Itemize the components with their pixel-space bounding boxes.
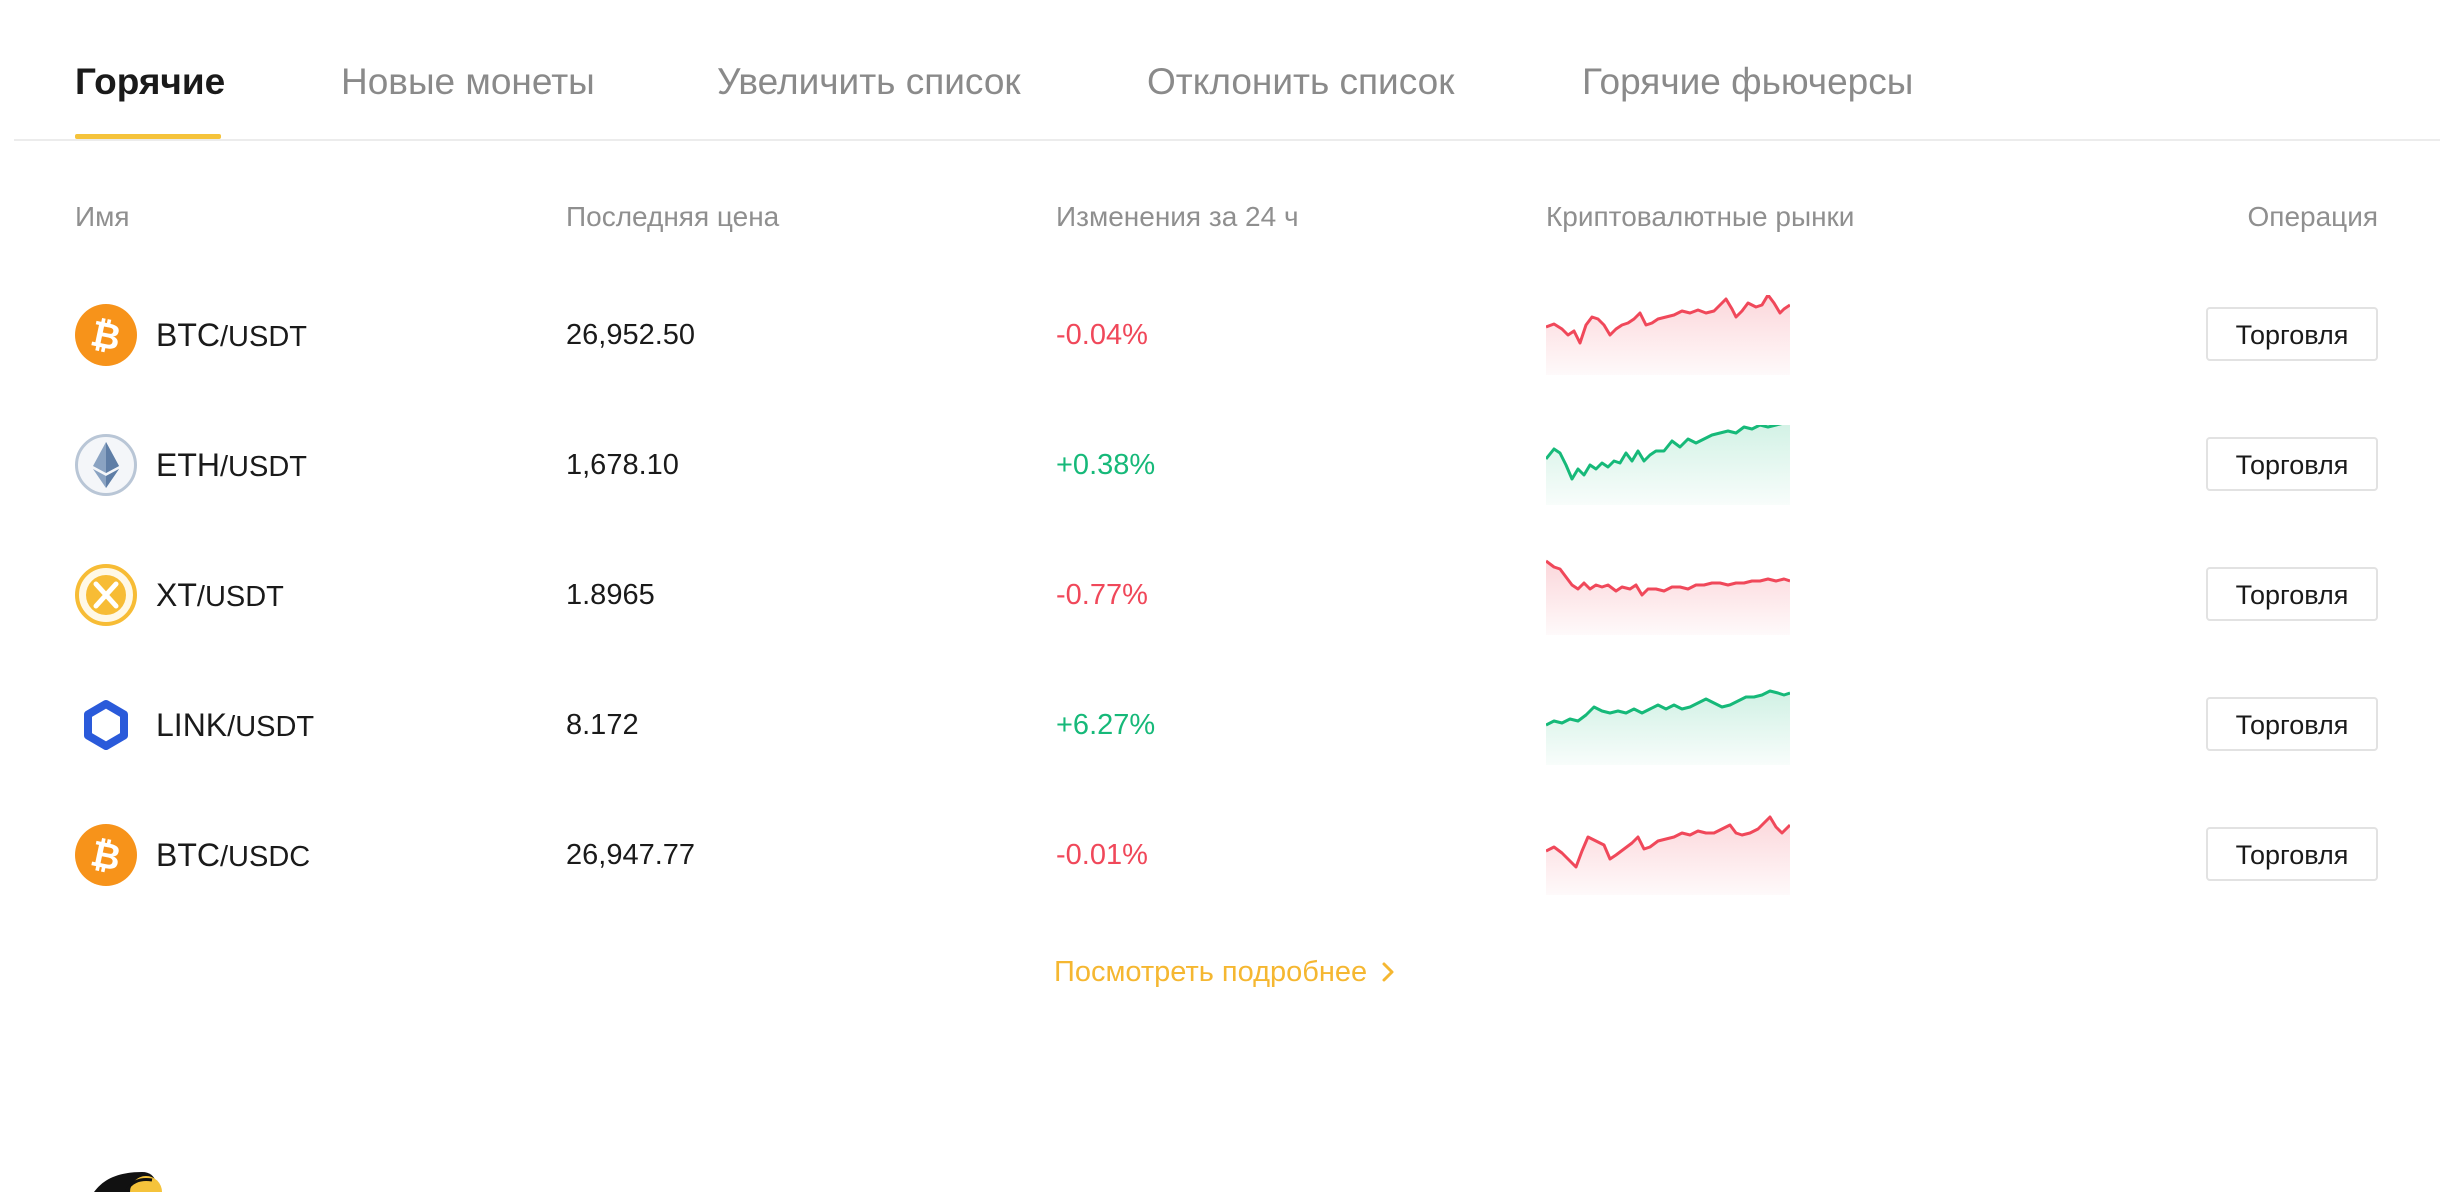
ethereum-icon [75, 434, 137, 496]
view-more-label: Посмотреть подробнее [1054, 956, 1368, 988]
pair-name: LINK/USDT [156, 705, 314, 747]
chainlink-icon [84, 700, 128, 750]
table-row[interactable]: ₿ BTC/USDT 26,952.50 -0.04% Торговля [0, 285, 2456, 385]
pair-name: XT/USDT [156, 575, 284, 617]
base-asset: XT [156, 577, 197, 613]
bitcoin-icon: ₿ [75, 824, 137, 886]
tab-hot-futures[interactable]: Горячие фьючерсы [1582, 61, 1914, 102]
table-row[interactable]: LINK/USDT 8.172 +6.27% Торговля [0, 675, 2456, 775]
last-price: 8.172 [566, 709, 639, 741]
tab-new-coins[interactable]: Новые монеты [341, 61, 595, 102]
pair-name: ETH/USDT [156, 445, 307, 487]
sparkline [1546, 559, 1790, 635]
tab-hot[interactable]: Горячие [75, 61, 226, 102]
change-24h: -0.01% [1056, 839, 1148, 871]
sparkline [1546, 425, 1790, 505]
trade-button[interactable]: Торговля [2206, 697, 2378, 751]
active-tab-indicator [75, 134, 221, 139]
base-asset: BTC [156, 837, 220, 873]
trade-button[interactable]: Торговля [2206, 827, 2378, 881]
sparkline [1546, 689, 1790, 765]
quote-asset: /USDC [220, 841, 311, 873]
base-asset: BTC [156, 317, 220, 353]
pair-name: BTC/USDC [156, 835, 310, 877]
column-header-operation: Операция [2247, 201, 2379, 232]
base-asset: ETH [156, 447, 220, 483]
trade-button[interactable]: Торговля [2206, 307, 2378, 361]
quote-asset: /USDT [227, 711, 315, 743]
last-price: 26,952.50 [566, 319, 696, 351]
column-header-24h-change: Изменения за 24 ч [1056, 201, 1299, 232]
column-header-name: Имя [75, 201, 130, 232]
sparkline [1546, 295, 1790, 375]
market-tabs: Горячие Новые монеты Увеличить список От… [14, 0, 2440, 141]
tab-losers[interactable]: Отклонить список [1147, 61, 1455, 102]
change-24h: +0.38% [1056, 449, 1156, 481]
view-more-link[interactable]: Посмотреть подробнее [1054, 952, 1395, 992]
table-row[interactable]: ETH/USDT 1,678.10 +0.38% Торговля [0, 415, 2456, 515]
quote-asset: /USDT [220, 321, 307, 353]
sparkline [1546, 815, 1790, 895]
bitcoin-icon: ₿ [75, 304, 137, 366]
change-24h: -0.04% [1056, 319, 1148, 351]
column-header-last-price: Последняя цена [566, 201, 780, 232]
tab-gainers[interactable]: Увеличить список [717, 61, 1021, 102]
last-price: 1.8965 [566, 579, 655, 611]
last-price: 1,678.10 [566, 449, 679, 481]
quote-asset: /USDT [196, 581, 284, 613]
table-row[interactable]: XT/USDT 1.8965 -0.77% Торговля [0, 545, 2456, 645]
brand-logo-icon [94, 1172, 162, 1192]
quote-asset: /USDT [220, 451, 307, 483]
trade-button[interactable]: Торговля [2206, 437, 2378, 491]
base-asset: LINK [156, 707, 228, 743]
xt-icon [75, 564, 137, 626]
column-header-markets: Криптовалютные рынки [1546, 201, 1855, 232]
change-24h: +6.27% [1056, 709, 1156, 741]
last-price: 26,947.77 [566, 839, 696, 871]
table-row[interactable]: ₿ BTC/USDC 26,947.77 -0.01% Торговля [0, 805, 2456, 905]
pair-name: BTC/USDT [156, 315, 307, 357]
change-24h: -0.77% [1056, 579, 1148, 611]
chevron-right-icon [1381, 952, 1395, 992]
trade-button[interactable]: Торговля [2206, 567, 2378, 621]
